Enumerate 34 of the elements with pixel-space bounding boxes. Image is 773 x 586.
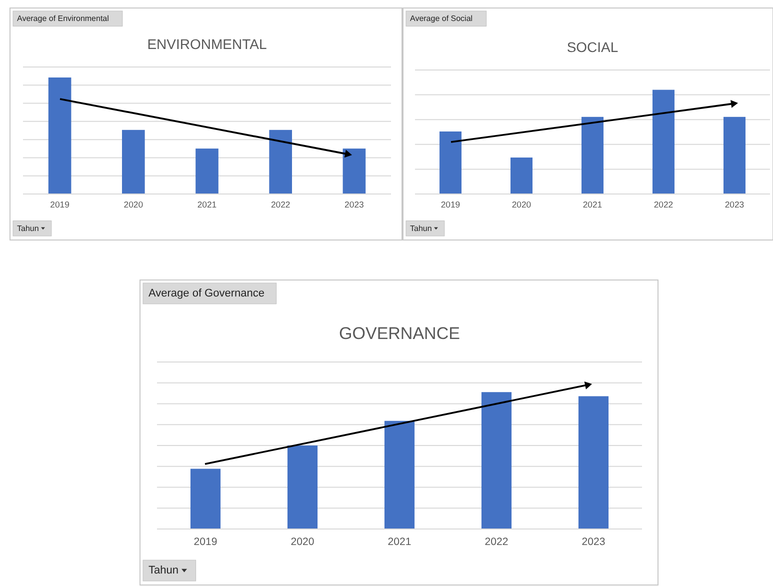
bar xyxy=(723,116,746,194)
bar xyxy=(578,396,609,529)
bar xyxy=(287,446,318,529)
bar xyxy=(384,420,415,529)
y-axis-title: Average of Social xyxy=(410,14,473,24)
x-tick-label: 2019 xyxy=(440,199,460,210)
chart-title: ENVIRONMENTAL xyxy=(147,36,267,52)
x-axis-title: Tahun xyxy=(148,564,178,577)
x-tick-label: 2023 xyxy=(344,199,364,210)
x-tick-label: 2021 xyxy=(582,199,602,210)
x-tick-label: 2022 xyxy=(654,199,674,210)
x-tick-label: 2021 xyxy=(197,199,217,210)
x-tick-label: 2020 xyxy=(124,199,144,210)
chart-title: GOVERNANCE xyxy=(339,324,460,343)
bar xyxy=(510,158,533,194)
x-tick-label: 2019 xyxy=(194,536,218,548)
bar xyxy=(581,116,604,194)
x-axis-title: Tahun xyxy=(410,224,432,233)
x-tick-label: 2021 xyxy=(388,536,412,548)
x-tick-label: 2022 xyxy=(270,199,290,210)
bar xyxy=(481,392,512,529)
x-tick-label: 2022 xyxy=(484,536,508,548)
chart-title: SOCIAL xyxy=(566,39,618,55)
x-tick-label: 2023 xyxy=(724,199,744,210)
bar xyxy=(652,90,675,194)
bar xyxy=(190,468,221,529)
x-tick-label: 2020 xyxy=(290,536,314,548)
y-axis-title: Average of Governance xyxy=(148,287,264,300)
x-tick-label: 2019 xyxy=(50,199,70,210)
x-tick-label: 2023 xyxy=(582,536,606,548)
x-tick-label: 2020 xyxy=(512,199,532,210)
y-axis-title: Average of Environmental xyxy=(17,14,110,24)
bar xyxy=(439,131,462,194)
x-axis-title: Tahun xyxy=(17,224,39,233)
